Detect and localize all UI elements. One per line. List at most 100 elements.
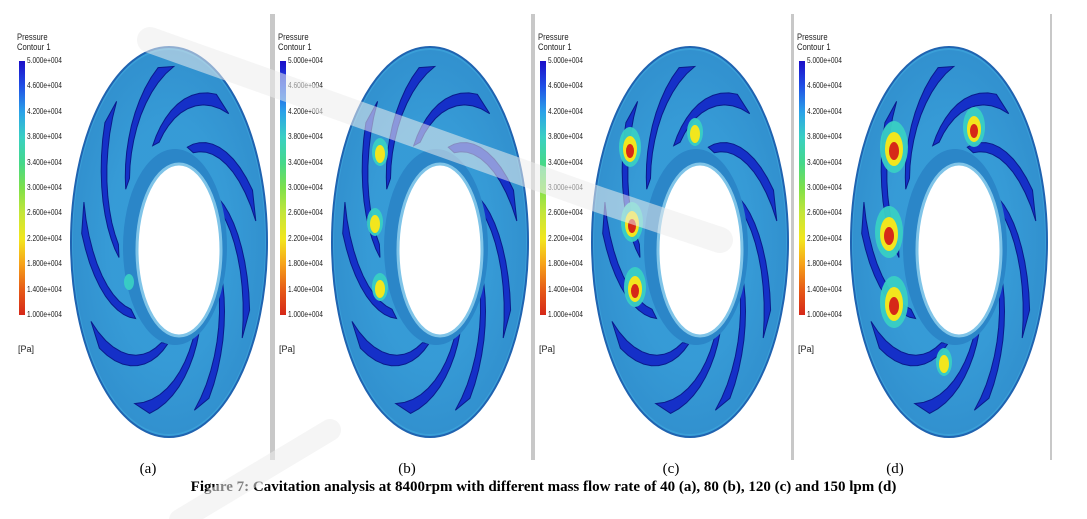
cavitation-zone-peak xyxy=(889,297,899,315)
impeller-eye xyxy=(656,162,744,338)
legend-color-segment xyxy=(19,86,25,112)
blade-passage xyxy=(133,321,202,414)
impeller-eye xyxy=(135,162,223,338)
legend-color-segment xyxy=(19,111,25,138)
legend-title: Pressure Contour 1 xyxy=(797,32,831,52)
legend-color-segment xyxy=(280,264,286,290)
legend-unit: [Pa] xyxy=(798,344,815,354)
legend-color-segment xyxy=(19,289,25,315)
panel-label-b: (b) xyxy=(398,461,416,477)
legend-tick-label: 1.000e+004 xyxy=(807,310,842,319)
blade-passage xyxy=(394,321,463,414)
legend-color-segment xyxy=(799,187,805,214)
legend-tick-label: 1.000e+004 xyxy=(288,310,323,319)
cavitation-zone-core xyxy=(939,355,949,373)
legend-tick-label: 1.400e+004 xyxy=(288,284,323,294)
legend-tick-label: 1.000e+004 xyxy=(27,310,62,319)
legend-tick-label: 5.000e+004 xyxy=(27,56,62,65)
legend-tick-label: 2.200e+004 xyxy=(807,233,842,243)
legend-tick-label: 4.200e+004 xyxy=(27,106,62,116)
cavitation-zone xyxy=(124,274,134,290)
legend-color-segment xyxy=(19,137,25,163)
figure-panels: Pressure Contour 1 5.000e+004 4.600e+004 4… xyxy=(14,14,1052,460)
legend-color-segment xyxy=(799,86,805,112)
legend-color-segment xyxy=(19,238,25,265)
cavitation-zone-peak xyxy=(884,227,894,245)
blade-passage xyxy=(966,142,1037,222)
legend-tick-label: 1.800e+004 xyxy=(288,259,323,269)
cavitation-zone-peak xyxy=(889,142,899,160)
cavitation-zone-core xyxy=(690,125,700,143)
legend-tick-label: 3.800e+004 xyxy=(27,132,62,142)
legend-color-segment xyxy=(799,264,805,290)
cavitation-zone-peak xyxy=(631,284,639,298)
impeller-eye xyxy=(915,162,1003,338)
blade-passage xyxy=(870,321,949,367)
legend-tick-label: 4.200e+004 xyxy=(807,106,842,116)
legend-unit: [Pa] xyxy=(539,344,556,354)
legend-color-segment xyxy=(19,187,25,214)
legend-tick-label: 3.000e+004 xyxy=(27,183,62,192)
legend-unit: [Pa] xyxy=(279,344,296,354)
impeller-contour-c xyxy=(591,46,789,438)
panel-b: Pressure Contour 1 5.000e+004 4.600e+004 4… xyxy=(275,14,531,460)
cavitation-zone-core xyxy=(370,215,380,233)
legend-color-segment xyxy=(799,162,805,188)
blade-passage xyxy=(733,191,772,339)
legend-tick-label: 1.400e+004 xyxy=(548,284,583,294)
impeller-contour-b xyxy=(331,46,529,438)
blade-passage xyxy=(904,65,956,190)
panel-label-c: (c) xyxy=(662,461,680,477)
impeller-contour-a xyxy=(70,46,268,438)
blade-passage xyxy=(90,321,169,367)
legend-color-segment xyxy=(799,137,805,163)
panel-c: Pressure Contour 1 5.000e+004 4.600e+004 4… xyxy=(535,14,791,460)
blade-passage xyxy=(913,321,982,414)
legend-title-line2: Contour 1 xyxy=(17,42,51,52)
legend-color-bar xyxy=(19,61,25,315)
legend-tick-label: 3.400e+004 xyxy=(807,157,842,167)
legend-color-segment xyxy=(540,264,546,290)
panel-label-a: (a) xyxy=(139,461,157,477)
panel-d: Pressure Contour 1 5.000e+004 4.600e+004 4… xyxy=(794,14,1050,460)
blade-passage xyxy=(100,101,120,258)
legend-color-segment xyxy=(799,61,805,87)
legend-tick-label: 1.000e+004 xyxy=(548,310,583,319)
legend-color-segment xyxy=(799,289,805,315)
legend-color-bar xyxy=(799,61,805,315)
blade-passage xyxy=(992,191,1031,339)
legend-tick-label: 3.400e+004 xyxy=(27,157,62,167)
legend-title-line1: Pressure xyxy=(797,32,828,42)
legend-color-segment xyxy=(799,111,805,138)
blade-passage xyxy=(351,321,430,367)
legend-color-segment xyxy=(19,213,25,239)
legend-title: Pressure Contour 1 xyxy=(17,32,51,52)
legend-tick-label: 1.800e+004 xyxy=(548,259,583,269)
panel-label-d: (d) xyxy=(886,461,904,477)
impeller-eye xyxy=(396,162,484,338)
legend-color-segment xyxy=(540,289,546,315)
legend-tick-label: 1.400e+004 xyxy=(807,284,842,294)
legend-color-segment xyxy=(19,61,25,87)
legend-unit: [Pa] xyxy=(18,344,35,354)
cavitation-zone-peak xyxy=(628,219,636,233)
panel-a: Pressure Contour 1 5.000e+004 4.600e+004 4… xyxy=(14,14,270,460)
legend-tick-label: 2.600e+004 xyxy=(27,208,62,218)
blade-passage xyxy=(654,321,723,414)
cavitation-zone-peak xyxy=(626,144,634,158)
legend-tick-label: 2.200e+004 xyxy=(27,233,62,243)
blade-passage xyxy=(81,202,137,320)
legend-tick-label: 5.000e+004 xyxy=(807,56,842,65)
blade-passage xyxy=(611,321,690,367)
cavitation-zone-peak xyxy=(970,124,978,138)
legend-color-segment xyxy=(19,264,25,290)
legend-tick-label: 1.400e+004 xyxy=(27,284,62,294)
cavitation-zone-core xyxy=(375,280,385,298)
legend-title-line2: Contour 1 xyxy=(797,42,831,52)
figure-caption: Figure 7: Cavitation analysis at 8400rpm… xyxy=(190,479,897,495)
legend-tick-label: 3.800e+004 xyxy=(807,132,842,142)
legend-tick-label: 1.800e+004 xyxy=(27,259,62,269)
legend-title-line1: Pressure xyxy=(17,32,48,42)
legend-tick-label: 3.000e+004 xyxy=(807,183,842,192)
legend-color-segment xyxy=(280,289,286,315)
